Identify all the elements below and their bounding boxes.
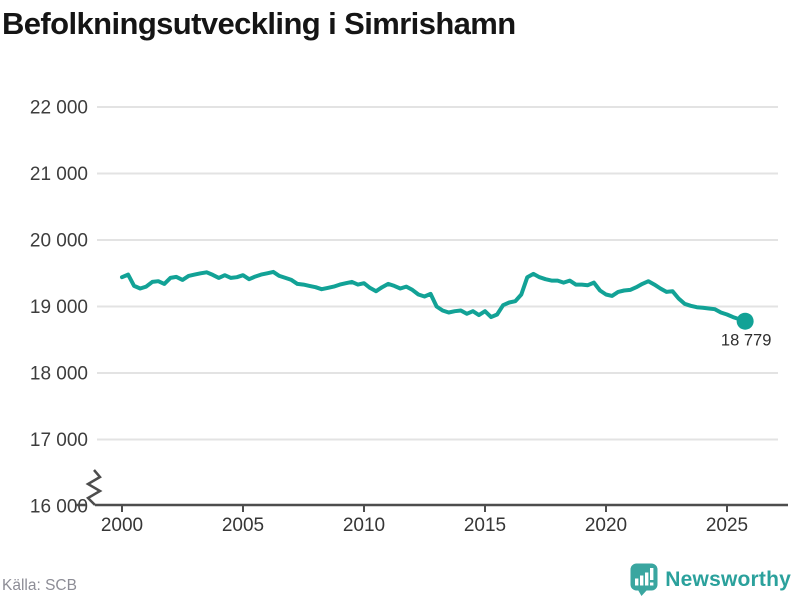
y-tick-label: 20 000 [30,231,88,252]
gridlines [97,106,778,441]
x-axis: 2000 2005 2010 2015 2020 2025 [76,469,788,536]
y-tick-label: 18 000 [30,364,88,385]
x-tick-label: 2015 [464,515,506,536]
source-label: Källa: SCB [2,577,77,594]
y-tick-label: 16 000 [30,497,88,518]
y-tick-label: 22 000 [30,98,88,119]
newsworthy-icon [630,563,658,596]
x-tick-label: 2000 [101,515,143,536]
y-tick-label: 19 000 [30,297,88,318]
y-tick-label: 17 000 [30,430,88,451]
newsworthy-logo[interactable]: Newsworthy [630,563,791,596]
x-tick-label: 2005 [222,515,264,536]
x-tick-label: 2010 [343,515,385,536]
x-tick-label: 2020 [585,515,627,536]
x-tick-label: 2025 [706,515,748,536]
latest-value-label: 18 779 [721,332,771,350]
axis-break-icon [85,469,103,506]
newsworthy-wordmark: Newsworthy [665,567,791,591]
y-tick-label: 21 000 [30,164,88,185]
population-line [120,269,748,324]
latest-value-dot [736,312,754,330]
chart-title: Befolkningsutveckling i Simrishamn [2,6,516,41]
y-axis-labels: 22 000 21 000 20 000 19 000 18 000 17 000 16 0… [30,98,88,518]
